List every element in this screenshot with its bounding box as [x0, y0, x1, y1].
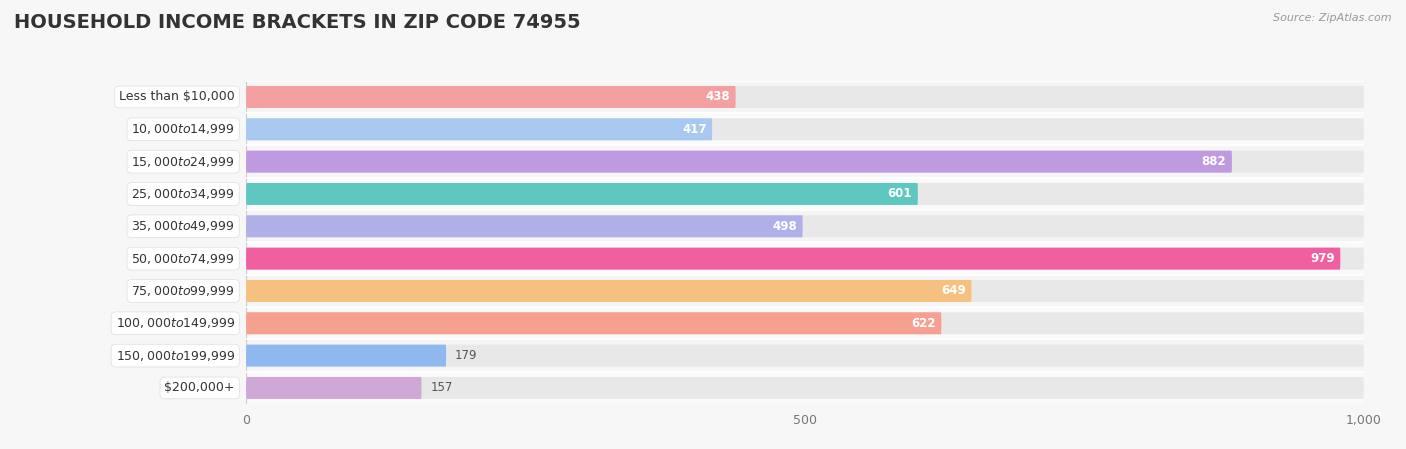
FancyBboxPatch shape	[246, 119, 713, 140]
Text: HOUSEHOLD INCOME BRACKETS IN ZIP CODE 74955: HOUSEHOLD INCOME BRACKETS IN ZIP CODE 74…	[14, 13, 581, 32]
Text: 622: 622	[911, 317, 936, 330]
Text: 498: 498	[772, 220, 797, 233]
FancyBboxPatch shape	[246, 210, 1364, 242]
Text: $75,000 to $99,999: $75,000 to $99,999	[131, 284, 235, 298]
Text: $35,000 to $49,999: $35,000 to $49,999	[131, 219, 235, 233]
Text: 179: 179	[456, 349, 478, 362]
FancyBboxPatch shape	[246, 183, 1364, 205]
FancyBboxPatch shape	[246, 377, 1364, 399]
Text: 438: 438	[706, 91, 730, 103]
FancyBboxPatch shape	[246, 119, 1364, 140]
FancyBboxPatch shape	[246, 248, 1340, 269]
Text: $10,000 to $14,999: $10,000 to $14,999	[131, 122, 235, 136]
Text: Less than $10,000: Less than $10,000	[120, 91, 235, 103]
FancyBboxPatch shape	[246, 178, 1364, 210]
Text: $100,000 to $149,999: $100,000 to $149,999	[115, 316, 235, 330]
FancyBboxPatch shape	[246, 86, 735, 108]
Text: Source: ZipAtlas.com: Source: ZipAtlas.com	[1274, 13, 1392, 23]
FancyBboxPatch shape	[246, 275, 1364, 307]
FancyBboxPatch shape	[246, 151, 1232, 172]
FancyBboxPatch shape	[246, 377, 422, 399]
FancyBboxPatch shape	[246, 183, 918, 205]
Text: $15,000 to $24,999: $15,000 to $24,999	[131, 154, 235, 169]
FancyBboxPatch shape	[246, 242, 1364, 275]
FancyBboxPatch shape	[246, 280, 972, 302]
FancyBboxPatch shape	[246, 307, 1364, 339]
Text: $150,000 to $199,999: $150,000 to $199,999	[115, 348, 235, 363]
Text: $25,000 to $34,999: $25,000 to $34,999	[131, 187, 235, 201]
FancyBboxPatch shape	[246, 81, 1364, 113]
FancyBboxPatch shape	[246, 339, 1364, 372]
FancyBboxPatch shape	[246, 313, 941, 334]
FancyBboxPatch shape	[246, 345, 1364, 366]
FancyBboxPatch shape	[246, 86, 1364, 108]
FancyBboxPatch shape	[246, 280, 1364, 302]
FancyBboxPatch shape	[246, 113, 1364, 145]
Text: 601: 601	[887, 188, 912, 200]
FancyBboxPatch shape	[246, 372, 1364, 404]
FancyBboxPatch shape	[246, 345, 446, 366]
FancyBboxPatch shape	[246, 151, 1364, 172]
FancyBboxPatch shape	[246, 145, 1364, 178]
FancyBboxPatch shape	[246, 313, 1364, 334]
FancyBboxPatch shape	[246, 216, 803, 237]
Text: 649: 649	[941, 285, 966, 297]
FancyBboxPatch shape	[246, 216, 1364, 237]
Text: $50,000 to $74,999: $50,000 to $74,999	[131, 251, 235, 266]
Text: 979: 979	[1310, 252, 1334, 265]
Text: $200,000+: $200,000+	[165, 382, 235, 394]
Text: 157: 157	[430, 382, 453, 394]
Text: 417: 417	[682, 123, 707, 136]
Text: 882: 882	[1202, 155, 1226, 168]
FancyBboxPatch shape	[246, 248, 1364, 269]
